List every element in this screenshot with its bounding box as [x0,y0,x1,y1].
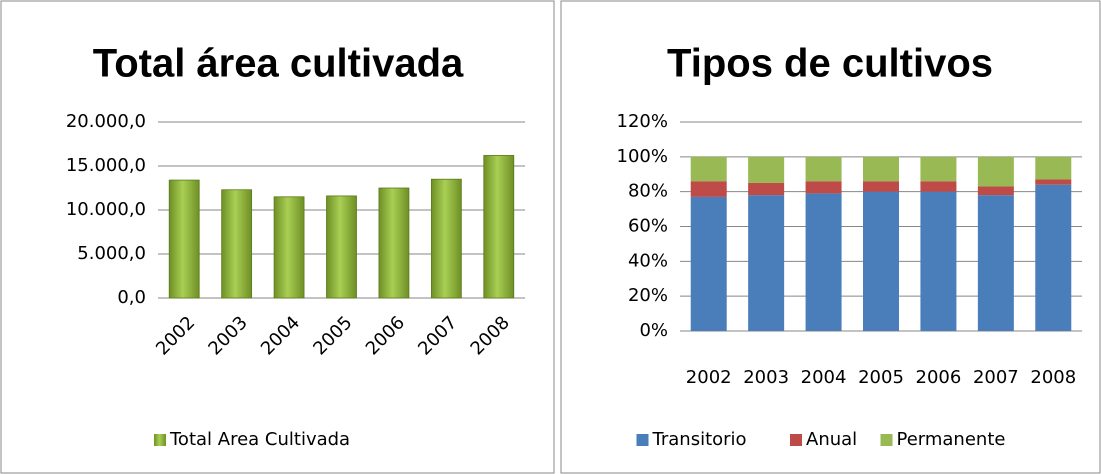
legend-swatch [636,434,649,446]
bar-segment [690,181,727,197]
bar-segment [1035,184,1072,331]
legend-swatch [880,434,893,446]
y-tick-label: 100% [617,146,668,167]
bar-segment [920,181,957,192]
bar-segment [805,193,842,331]
chart-title: Total área cultivada [93,42,464,86]
bar-segment [1035,156,1072,180]
legend-swatch [154,434,166,446]
bar [168,179,200,299]
bar-segment [805,156,842,182]
y-tick-label: 0% [639,320,668,341]
bar-segment [690,196,727,331]
y-tick-label: 80% [628,181,668,202]
y-tick-label: 15.000,0 [66,155,146,176]
bar-segment [690,156,727,182]
bar [326,195,357,299]
legend-swatch [790,434,802,446]
bar-segment [748,182,785,196]
bar-segment [1035,179,1072,185]
y-tick-label: 10.000,0 [66,199,146,220]
bar [221,189,253,299]
legend-label: Transitorio [652,429,747,450]
bar-segment [863,156,899,182]
bar-segment [805,181,842,194]
y-tick-label: 120% [617,111,668,132]
x-tick-label: 2003 [743,367,789,388]
bar [273,196,305,299]
bar-segment [748,195,785,331]
bar-segment [977,186,1014,196]
legend-label: Total Area Cultivada [169,429,350,450]
bar-segment [977,156,1014,187]
bar [378,187,410,299]
bar [483,155,515,299]
legend-label: Permanente [897,429,1006,450]
y-tick-label: 20.000,0 [66,111,146,132]
x-tick-label: 2006 [916,367,962,388]
x-tick-label: 2004 [801,367,847,388]
chart-title: Tipos de cultivos [667,42,993,86]
bar-segment [920,191,957,331]
bar-segment [977,195,1014,331]
legend-label: Anual [806,429,857,450]
y-tick-label: 0,0 [117,287,146,308]
y-tick-label: 5.000,0 [77,243,146,264]
bar-segment [863,191,899,331]
y-tick-label: 40% [628,250,668,271]
y-tick-label: 60% [628,216,668,237]
x-tick-label: 2008 [1030,367,1076,388]
bar-segment [863,181,899,192]
bar [430,178,462,299]
bar-segment [920,156,957,182]
y-tick-label: 20% [628,285,668,306]
x-tick-label: 2005 [858,367,904,388]
bar-segment [748,156,785,183]
x-tick-label: 2002 [686,367,732,388]
x-tick-label: 2007 [973,367,1019,388]
